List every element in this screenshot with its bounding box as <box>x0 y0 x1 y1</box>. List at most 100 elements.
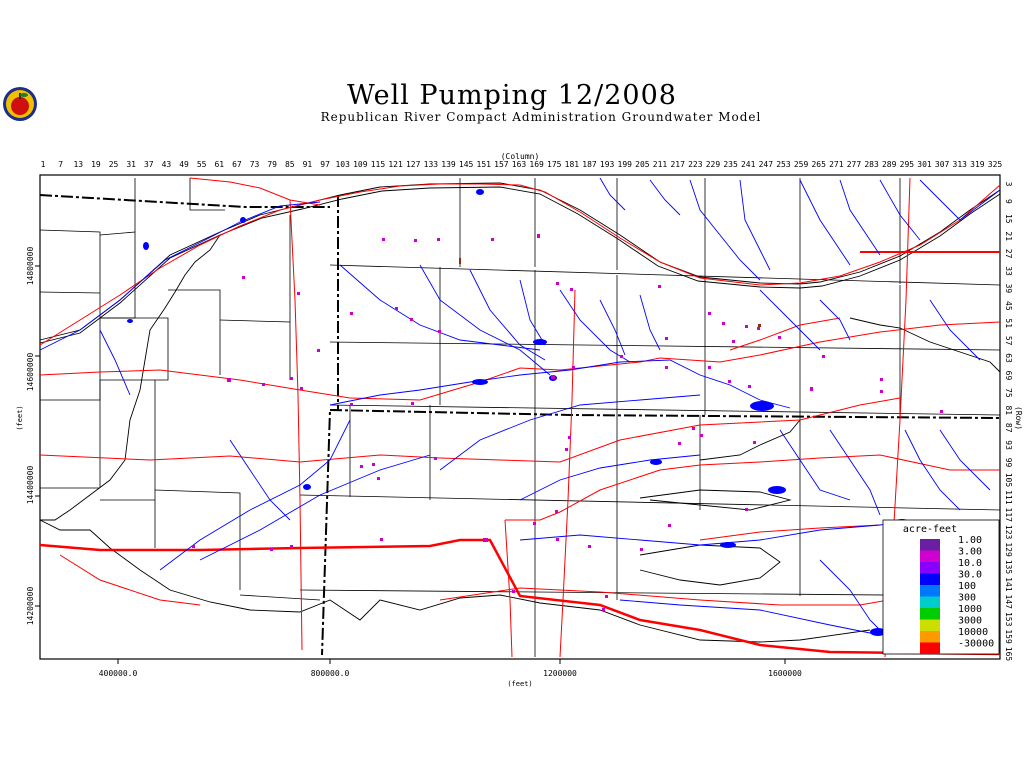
row-tick-label: 27 <box>1004 249 1013 259</box>
column-tick-label: 139 <box>441 160 456 169</box>
state-boundary <box>39 194 1001 656</box>
legend-label: -30000 <box>958 639 994 650</box>
column-tick-label: 121 <box>388 160 403 169</box>
y-axis-label: (feet) <box>16 405 24 430</box>
row-tick-label: 81 <box>1004 405 1013 415</box>
row-tick-label: 45 <box>1004 301 1013 311</box>
column-tick-label: 157 <box>494 160 509 169</box>
column-tick-label: 19 <box>91 160 101 169</box>
column-tick-label: 37 <box>144 160 154 169</box>
y-axis: 14800000 14600000 14400000 14200000 (fee… <box>16 247 40 626</box>
column-tick-label: 115 <box>371 160 386 169</box>
column-tick-label: 187 <box>582 160 597 169</box>
row-tick-labels: 3915212733394551576369758187939910511111… <box>1004 182 1013 662</box>
legend-swatch <box>920 550 940 562</box>
row-tick-label: 93 <box>1004 440 1013 450</box>
page-subtitle: Republican River Compact Administration … <box>320 110 762 124</box>
column-tick-label: 67 <box>232 160 242 169</box>
legend-swatch <box>920 539 940 551</box>
legend-label: 10000 <box>958 627 988 638</box>
roads <box>39 177 1001 658</box>
legend-swatch <box>920 608 940 620</box>
y-tick-label: 14200000 <box>26 587 35 626</box>
column-tick-label: 7 <box>58 160 63 169</box>
column-tick-label: 55 <box>197 160 207 169</box>
well-pumping-cells <box>192 234 943 611</box>
row-tick-label: 123 <box>1004 525 1013 540</box>
y-tick-label: 14400000 <box>26 466 35 505</box>
row-tick-label: 75 <box>1004 388 1013 398</box>
legend-label: 1000 <box>958 604 982 615</box>
column-tick-label: 247 <box>759 160 774 169</box>
row-tick-label: 135 <box>1004 560 1013 575</box>
column-tick-label: 25 <box>109 160 119 169</box>
column-tick-label: 271 <box>829 160 844 169</box>
row-tick-label: 117 <box>1004 508 1013 523</box>
column-tick-label: 145 <box>459 160 474 169</box>
row-tick-label: 33 <box>1004 266 1013 276</box>
legend-label: 3.00 <box>958 547 982 558</box>
column-tick-label: 85 <box>285 160 295 169</box>
column-tick-label: 43 <box>162 160 172 169</box>
county-grid <box>39 178 1001 657</box>
legend-label: 10.0 <box>958 558 982 569</box>
column-tick-labels: 1 7 13 19 25 31 37 43 49 55 61 67 73 79 85 91 97 103 109 11… <box>41 160 1003 169</box>
row-tick-label: 21 <box>1004 231 1013 241</box>
x-axis: 400000.0 800000.0 1200000 1600000 (feet) <box>99 659 802 688</box>
legend-box <box>882 519 1000 655</box>
column-axis-label: (Column) <box>501 152 540 161</box>
row-tick-label: 69 <box>1004 371 1013 381</box>
column-tick-label: 253 <box>776 160 791 169</box>
row-tick-label: 105 <box>1004 473 1013 488</box>
page-title: Well Pumping 12/2008 <box>347 80 677 111</box>
column-tick-label: 31 <box>126 160 136 169</box>
column-tick-label: 181 <box>565 160 580 169</box>
column-tick-label: 301 <box>917 160 932 169</box>
legend-label: 1.00 <box>958 535 982 546</box>
legend-label: 30.0 <box>958 570 982 581</box>
x-tick-label: 800000.0 <box>311 669 350 678</box>
column-tick-label: 151 <box>477 160 492 169</box>
rivers <box>39 177 1001 636</box>
x-axis-label: (feet) <box>507 680 532 688</box>
row-tick-label: 147 <box>1004 595 1013 610</box>
column-tick-label: 265 <box>811 160 826 169</box>
legend-label: 3000 <box>958 616 982 627</box>
column-tick-label: 235 <box>723 160 738 169</box>
column-tick-label: 199 <box>618 160 633 169</box>
row-tick-label: 15 <box>1004 214 1013 224</box>
column-tick-label: 277 <box>847 160 862 169</box>
column-tick-label: 193 <box>600 160 615 169</box>
column-tick-label: 91 <box>303 160 313 169</box>
row-tick-label: 39 <box>1004 284 1013 294</box>
row-tick-label: 153 <box>1004 612 1013 627</box>
row-axis-label: (Row) <box>1014 406 1023 430</box>
x-tick-label: 1200000 <box>543 669 577 678</box>
column-tick-label: 295 <box>900 160 915 169</box>
column-tick-label: 307 <box>935 160 950 169</box>
column-tick-label: 103 <box>335 160 350 169</box>
legend-swatch <box>920 585 940 597</box>
logo-icon <box>2 82 42 130</box>
column-tick-label: 97 <box>320 160 330 169</box>
column-tick-label: 163 <box>512 160 527 169</box>
column-tick-label: 73 <box>250 160 260 169</box>
legend-swatch <box>920 619 940 631</box>
row-tick-label: 165 <box>1004 647 1013 662</box>
column-tick-label: 133 <box>424 160 439 169</box>
model-boundary <box>39 182 1001 643</box>
column-tick-label: 205 <box>635 160 650 169</box>
legend: acre-feet 1.003.0010.030.010030010003000… <box>882 519 1000 655</box>
well-pumping-cells-high <box>459 258 761 327</box>
x-tick-label: 400000.0 <box>99 669 138 678</box>
x-tick-label: 1600000 <box>768 669 802 678</box>
row-tick-label: 63 <box>1004 353 1013 363</box>
column-tick-label: 175 <box>547 160 562 169</box>
row-tick-label: 87 <box>1004 423 1013 433</box>
legend-swatch <box>920 596 940 608</box>
column-tick-label: 49 <box>179 160 189 169</box>
column-tick-label: 289 <box>882 160 897 169</box>
row-tick-label: 9 <box>1004 199 1013 204</box>
column-tick-label: 109 <box>353 160 368 169</box>
y-tick-label: 14800000 <box>26 247 35 286</box>
